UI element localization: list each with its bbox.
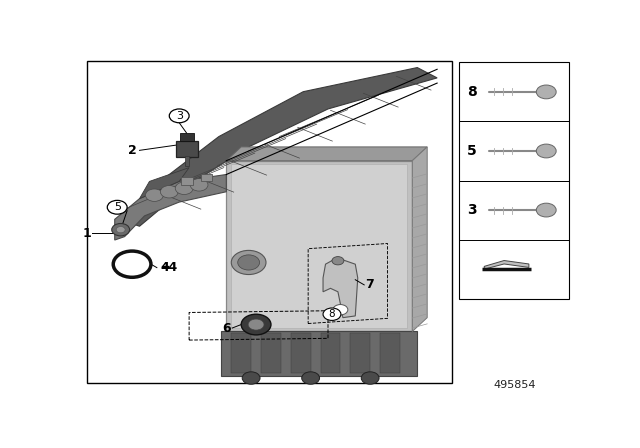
Bar bbox=[261, 333, 281, 373]
Text: 495854: 495854 bbox=[493, 380, 536, 390]
Text: 5: 5 bbox=[467, 144, 477, 158]
Circle shape bbox=[161, 185, 178, 198]
Bar bbox=[180, 177, 193, 185]
Polygon shape bbox=[120, 68, 437, 226]
Circle shape bbox=[241, 314, 271, 335]
Circle shape bbox=[116, 227, 125, 233]
Text: 1: 1 bbox=[82, 227, 91, 240]
Circle shape bbox=[361, 372, 379, 384]
Circle shape bbox=[323, 308, 341, 320]
Circle shape bbox=[301, 372, 319, 384]
Circle shape bbox=[237, 255, 260, 270]
Circle shape bbox=[169, 109, 189, 123]
Text: ━4: ━4 bbox=[161, 261, 177, 274]
Text: 8: 8 bbox=[329, 309, 335, 319]
Circle shape bbox=[536, 203, 556, 217]
Bar bbox=[321, 333, 340, 373]
Bar bbox=[185, 156, 189, 166]
Bar bbox=[88, 60, 452, 383]
Circle shape bbox=[112, 224, 130, 236]
Circle shape bbox=[242, 372, 260, 384]
Text: 4: 4 bbox=[161, 261, 170, 274]
Circle shape bbox=[332, 257, 344, 265]
Bar bbox=[380, 333, 400, 373]
Text: 5: 5 bbox=[114, 202, 121, 212]
Polygon shape bbox=[140, 168, 189, 198]
Circle shape bbox=[536, 144, 556, 158]
Circle shape bbox=[536, 85, 556, 99]
Text: 2: 2 bbox=[128, 144, 137, 157]
Text: 7: 7 bbox=[365, 278, 374, 291]
Polygon shape bbox=[221, 332, 417, 376]
Circle shape bbox=[145, 189, 163, 202]
Bar bbox=[176, 141, 198, 157]
Circle shape bbox=[231, 250, 266, 275]
Text: 8: 8 bbox=[467, 85, 477, 99]
Circle shape bbox=[108, 200, 127, 214]
Bar bbox=[350, 333, 370, 373]
Text: 3: 3 bbox=[467, 203, 477, 217]
Polygon shape bbox=[484, 261, 529, 269]
Bar bbox=[460, 62, 568, 299]
Circle shape bbox=[175, 182, 193, 194]
Circle shape bbox=[190, 179, 208, 191]
Text: 3: 3 bbox=[176, 111, 182, 121]
Bar bbox=[291, 333, 310, 373]
Circle shape bbox=[333, 305, 348, 315]
Bar bbox=[231, 333, 251, 373]
Polygon shape bbox=[323, 257, 358, 318]
Polygon shape bbox=[115, 174, 227, 240]
Bar bbox=[227, 161, 412, 332]
Bar bbox=[180, 133, 193, 141]
Circle shape bbox=[248, 319, 264, 330]
Text: 6: 6 bbox=[223, 322, 231, 335]
Bar bbox=[231, 164, 407, 328]
Polygon shape bbox=[412, 147, 428, 332]
Bar bbox=[200, 174, 212, 181]
Polygon shape bbox=[227, 147, 428, 161]
